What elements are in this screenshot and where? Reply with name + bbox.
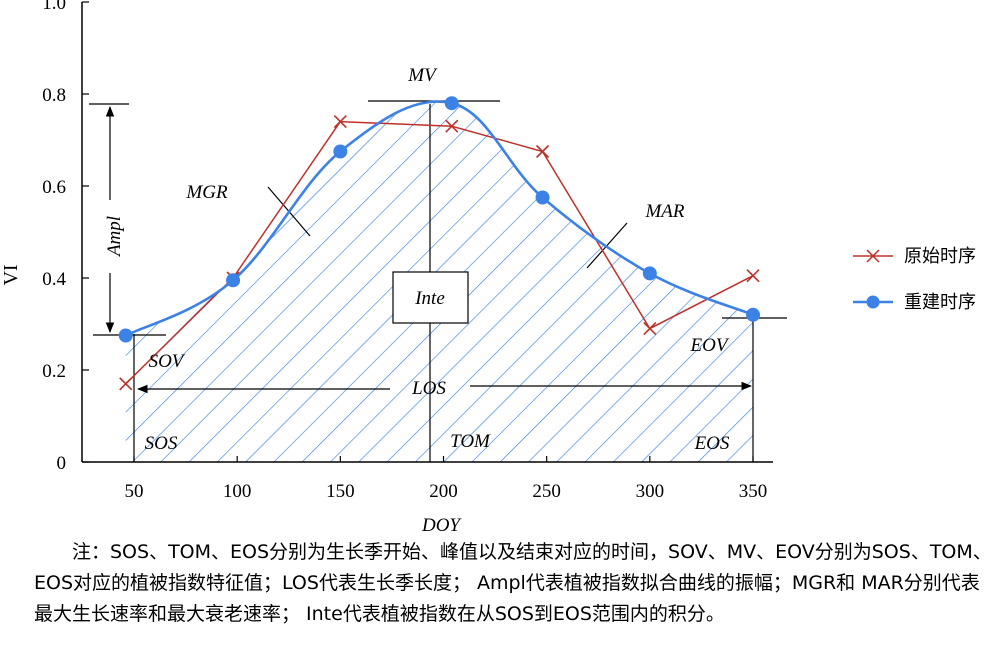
fitted-point [118, 328, 133, 343]
mv-label: MV [407, 65, 438, 86]
legend: 原始时序 重建时序 [853, 246, 976, 313]
x-tick-label: 150 [326, 481, 355, 502]
raw-point [119, 377, 133, 391]
legend-raw-marker [866, 249, 880, 263]
y-ticks: 0 0.2 0.4 0.6 0.8 1.0 [42, 0, 89, 474]
eos-label: EOS [694, 433, 730, 454]
raw-point [333, 115, 347, 129]
y-tick-label: 0.2 [42, 361, 66, 382]
legend-raw-label: 原始时序 [904, 246, 976, 267]
fitted-point [444, 96, 459, 111]
x-tick-label: 100 [223, 481, 252, 502]
y-tick-label: 0 [57, 453, 67, 474]
mar-label: MAR [644, 201, 684, 222]
raw-point [445, 119, 459, 133]
fitted-point [535, 190, 550, 205]
ampl-label: Ampl [104, 216, 125, 258]
y-tick-label: 0.6 [42, 177, 66, 198]
raw-point [746, 269, 760, 283]
sos-label: SOS [145, 433, 178, 454]
x-ticks: 50 100 150 200 250 300 350 [125, 456, 768, 502]
y-tick-label: 1.0 [42, 0, 66, 14]
fitted-point [642, 266, 657, 281]
x-tick-label: 350 [739, 481, 768, 502]
fitted-series-markers [118, 96, 760, 343]
x-tick-label: 250 [532, 481, 561, 502]
fitted-point [746, 307, 760, 322]
x-tick-label: 300 [636, 481, 665, 502]
fitted-point [333, 144, 348, 159]
inte-label: Inte [414, 288, 445, 309]
caption-text: 注：SOS、TOM、EOS分别为生长季开始、峰值以及结束对应的时间，SOV、MV… [34, 541, 992, 625]
x-axis-label: DOY [421, 515, 462, 536]
tom-label: TOM [450, 431, 491, 452]
raw-point [535, 144, 550, 159]
sov-label: SOV [149, 351, 186, 372]
y-axis-label: VI [0, 264, 22, 285]
inte-box [392, 271, 469, 324]
mgr-label: MGR [185, 182, 228, 203]
raw-point [643, 322, 657, 336]
legend-fit-label: 重建时序 [904, 292, 976, 313]
x-tick-label: 50 [125, 481, 144, 502]
y-tick-label: 0.4 [42, 269, 66, 290]
los-label: LOS [411, 378, 446, 399]
x-tick-label: 200 [429, 481, 458, 502]
figure-caption: 注：SOS、TOM、EOS分别为生长季开始、峰值以及结束对应的时间，SOV、MV… [34, 537, 992, 630]
eov-label: EOV [690, 335, 730, 356]
fitted-point [226, 273, 241, 288]
y-tick-label: 0.8 [42, 85, 66, 106]
phenology-chart: 0 0.2 0.4 0.6 0.8 1.0 50 100 150 200 250 300 350 VI… [0, 0, 976, 536]
legend-fit-marker [866, 295, 880, 309]
